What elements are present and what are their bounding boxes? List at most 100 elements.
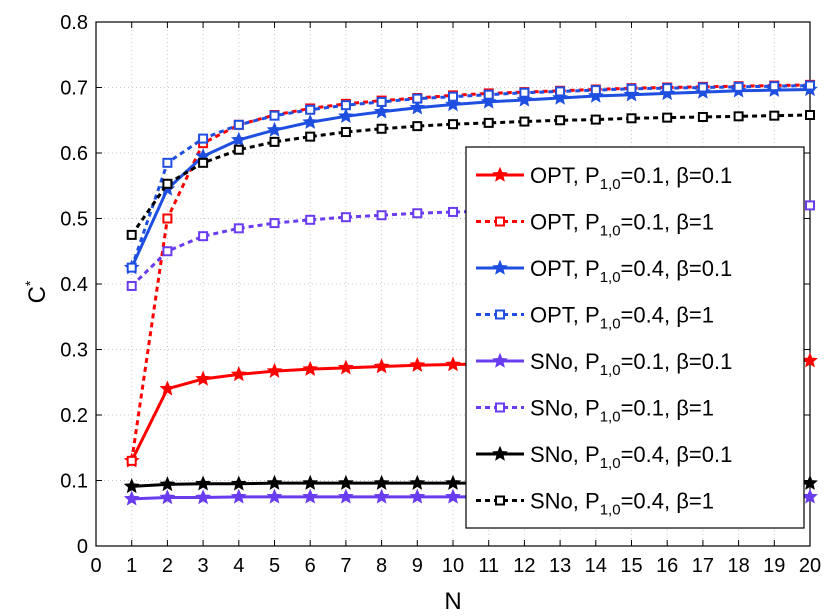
data-point (519, 87, 530, 98)
x-tick-label: 2 (162, 555, 173, 577)
data-point (340, 127, 351, 138)
data-point (198, 157, 209, 168)
x-tick-label: 11 (478, 555, 499, 577)
data-point (519, 116, 530, 127)
data-point (126, 262, 137, 273)
y-axis-label-main: C (24, 286, 51, 303)
x-tick-label: 4 (233, 555, 244, 577)
data-point (302, 113, 319, 129)
data-point (195, 370, 211, 386)
y-tick-label: 0.7 (60, 78, 88, 100)
data-point (159, 476, 176, 492)
data-point (195, 475, 211, 491)
data-point (802, 488, 818, 504)
data-point (552, 89, 568, 105)
data-point (662, 112, 673, 123)
series-line (130, 84, 811, 269)
legend-marker (492, 259, 508, 275)
data-point (373, 474, 390, 490)
x-tick-label: 15 (620, 555, 642, 577)
data-point (516, 91, 533, 107)
series-8 (126, 110, 815, 240)
data-point (162, 246, 173, 257)
data-point (338, 474, 354, 490)
x-axis-label: N (444, 588, 461, 615)
data-point (802, 474, 818, 490)
data-point (302, 360, 319, 376)
y-tick-label: 0.4 (60, 274, 88, 296)
legend-marker (495, 309, 505, 320)
data-point (697, 111, 708, 122)
legend-box (465, 146, 805, 529)
data-point (338, 488, 354, 504)
data-point (623, 86, 640, 102)
data-point (733, 81, 744, 92)
data-point (302, 488, 319, 504)
data-point (123, 490, 140, 506)
data-point (305, 104, 316, 115)
data-point (448, 91, 458, 102)
data-point (305, 131, 316, 142)
x-tick-label: 8 (376, 555, 387, 577)
legend-label: SNo, P1,0=0.4, β=1 (530, 489, 714, 519)
data-point (159, 489, 176, 505)
data-point (233, 119, 244, 130)
data-point (123, 478, 140, 494)
y-tick-label: 0.8 (60, 12, 88, 34)
data-point (587, 87, 604, 103)
x-tick-label: 17 (692, 555, 714, 577)
data-point (126, 280, 137, 291)
data-point (373, 103, 390, 119)
data-point (412, 208, 423, 219)
data-point (662, 83, 673, 94)
legend-marker (495, 402, 505, 413)
data-point (445, 488, 461, 504)
data-point (340, 100, 351, 111)
x-tick-label: 20 (799, 555, 821, 577)
data-point (373, 488, 390, 504)
x-tick-label: 10 (442, 555, 464, 577)
y-tick-label: 0 (77, 536, 88, 558)
data-point (233, 144, 244, 155)
data-point (412, 93, 423, 104)
legend-marker (492, 445, 508, 461)
data-point (302, 474, 319, 490)
data-point (162, 157, 173, 168)
legend-entry: SNo, P1,0=0.4, β=1 (476, 489, 714, 519)
y-axis-label-superscript: * (22, 280, 38, 286)
legend-entry: OPT, P1,0=0.4, β=0.1 (476, 256, 732, 286)
data-point (409, 99, 426, 115)
data-point (555, 115, 566, 126)
legend-label: SNo, P1,0=0.4, β=0.1 (530, 442, 732, 472)
data-point (626, 113, 637, 124)
legend-label: OPT, P1,0=0.1, β=1 (530, 210, 714, 240)
data-point (266, 362, 283, 378)
data-point (305, 214, 316, 225)
x-tick-label: 19 (763, 555, 785, 577)
x-tick-label: 5 (269, 555, 280, 577)
data-point (269, 136, 280, 147)
x-tick-label: 16 (656, 555, 678, 577)
legend: OPT, P1,0=0.1, β=0.1 OPT, P1,0=0.1, β=1 OP… (465, 146, 805, 529)
data-point (266, 121, 283, 137)
legend-label: OPT, P1,0=0.4, β=1 (530, 303, 714, 333)
data-point (483, 89, 494, 100)
x-tick-label: 13 (549, 555, 571, 577)
data-point (445, 474, 461, 490)
data-point (805, 200, 815, 211)
data-point (480, 93, 497, 109)
legend-entry: OPT, P1,0=0.1, β=1 (476, 210, 714, 240)
x-tick-label: 0 (90, 555, 101, 577)
data-point (195, 489, 211, 505)
data-point (376, 210, 387, 221)
data-point (230, 488, 247, 504)
data-point (483, 117, 494, 128)
data-point (412, 121, 423, 132)
x-tick-label: 7 (340, 555, 351, 577)
series-line (130, 113, 811, 236)
legend-entry: SNo, P1,0=0.1, β=0.1 (476, 349, 732, 379)
y-tick-label: 0.1 (60, 471, 88, 493)
data-point (376, 123, 387, 134)
data-point (590, 85, 601, 96)
